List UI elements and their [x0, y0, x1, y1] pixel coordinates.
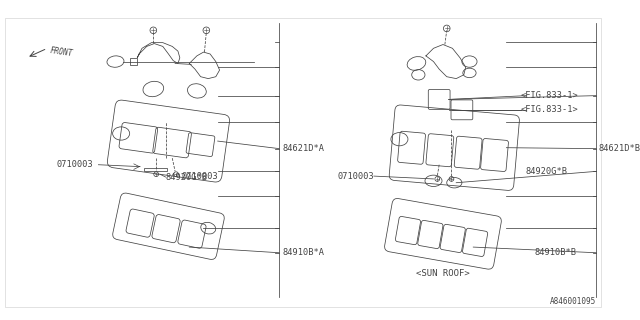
Text: 84621D*B: 84621D*B — [598, 144, 640, 153]
Text: 84920G*B: 84920G*B — [166, 172, 207, 181]
Text: 0710003: 0710003 — [182, 172, 218, 180]
Text: <FIG.833-1>: <FIG.833-1> — [520, 105, 579, 114]
Text: FRONT: FRONT — [49, 46, 74, 58]
Text: 84920G*B: 84920G*B — [525, 167, 567, 176]
Text: <FIG.833-1>: <FIG.833-1> — [520, 91, 579, 100]
Text: <SUN ROOF>: <SUN ROOF> — [416, 269, 470, 278]
Text: 84910B*B: 84910B*B — [535, 248, 577, 257]
Text: 84621D*A: 84621D*A — [282, 144, 324, 153]
Text: 0710003: 0710003 — [57, 160, 93, 169]
Text: 84910B*A: 84910B*A — [282, 248, 324, 257]
Text: A846001095: A846001095 — [550, 298, 596, 307]
Text: 0710003: 0710003 — [338, 172, 374, 180]
